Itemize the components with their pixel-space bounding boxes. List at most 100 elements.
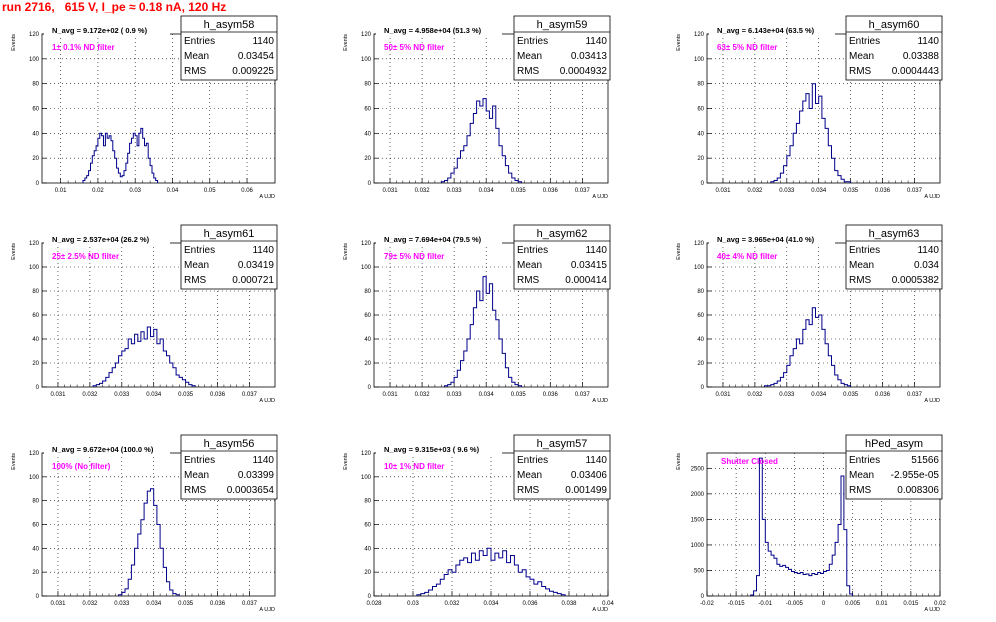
stats-value: 0.0004443 — [892, 66, 940, 77]
y-tick-label: 40 — [32, 337, 39, 343]
navg-box — [709, 24, 835, 36]
y-tick-label: 100 — [361, 57, 372, 63]
histogram-name: h_asym57 — [537, 438, 588, 450]
histogram-series — [92, 326, 196, 387]
filter-annotation: 100% (No filter) — [52, 462, 111, 471]
stats-label: Mean — [849, 51, 874, 62]
histogram-panel-h_asym63: 0.031 0.032 0.033 0.034 0.035 0.036 0.037 0 20 40… — [676, 224, 943, 404]
x-tick-label: 0.037 — [575, 188, 591, 194]
navg-label: N_avg = 3.965e+04 (41.0 %) — [717, 235, 815, 244]
navg-label: N_avg = 2.537e+04 (26.2 %) — [52, 235, 150, 244]
histogram-name: hPed_asym — [865, 438, 923, 450]
y-tick-label: 80 — [364, 289, 371, 295]
y-axis-title: Events — [11, 453, 17, 470]
x-tick-label: 0.032 — [747, 188, 763, 194]
y-tick-label: 20 — [697, 156, 704, 162]
stats-value: 0.001499 — [565, 485, 607, 496]
x-tick-label: 0.032 — [444, 601, 460, 607]
navg-box — [376, 443, 502, 455]
x-axis-title: A UJD — [259, 194, 275, 200]
y-axis-title: Events — [343, 34, 349, 51]
x-tick-label: 0.034 — [146, 601, 162, 607]
stats-value: 0.03399 — [238, 470, 275, 481]
y-tick-label: 60 — [364, 523, 371, 529]
x-tick-label: 0.04 — [167, 188, 179, 194]
y-tick-label: 120 — [29, 451, 40, 457]
x-tick-label: 0.035 — [843, 188, 859, 194]
histogram-series — [764, 307, 852, 387]
stats-label: RMS — [184, 66, 207, 77]
x-tick-label: 0.036 — [543, 188, 559, 194]
x-tick-label: 0.034 — [146, 392, 162, 398]
stats-value: 1140 — [917, 245, 939, 256]
navg-label: N_avg = 9.315e+03 ( 9.6 %) — [384, 445, 480, 454]
y-tick-label: 40 — [697, 337, 704, 343]
stats-label: Mean — [184, 51, 209, 62]
stats-label: Mean — [517, 260, 542, 271]
stats-value: 0.03406 — [571, 470, 608, 481]
y-axis-title: Events — [676, 243, 682, 260]
stats-value: 0.0003654 — [227, 485, 275, 496]
stats-value: 0.03419 — [238, 260, 275, 271]
x-tick-label: 0.037 — [575, 392, 591, 398]
x-tick-label: 0.038 — [561, 601, 577, 607]
run-title: run 2716, 615 V, I_pe ≈ 0.18 nA, 120 Hz — [2, 0, 227, 14]
y-tick-label: 100 — [694, 57, 705, 63]
y-tick-label: 120 — [29, 32, 40, 38]
stats-value: 0.03454 — [238, 51, 275, 62]
y-tick-label: 120 — [29, 241, 40, 247]
x-tick-label: 0.03 — [129, 188, 141, 194]
filter-annotation: Shutter Closed — [721, 457, 778, 466]
navg-box — [44, 233, 170, 245]
y-tick-label: 100 — [29, 265, 40, 271]
y-tick-label: 0 — [368, 385, 372, 391]
stats-value: 1140 — [585, 455, 607, 466]
stats-label: RMS — [849, 485, 872, 496]
x-tick-label: 0.037 — [242, 601, 258, 607]
histogram-series — [770, 83, 852, 183]
stats-value: 0.0004932 — [560, 66, 608, 77]
y-tick-label: 60 — [32, 107, 39, 113]
x-tick-label: -0.02 — [700, 601, 714, 607]
stats-box — [180, 15, 278, 81]
x-tick-label: 0.037 — [907, 188, 923, 194]
histogram-panel-h_asym56: 0.031 0.032 0.033 0.034 0.035 0.036 0.037 0 20 40… — [11, 434, 278, 613]
y-tick-label: 20 — [32, 361, 39, 367]
x-tick-label: 0.035 — [511, 392, 527, 398]
stats-label: RMS — [849, 275, 872, 286]
y-tick-label: 80 — [32, 82, 39, 88]
stats-value: 0.0005382 — [892, 275, 940, 286]
y-tick-label: 60 — [364, 107, 371, 113]
stats-label: RMS — [184, 485, 207, 496]
y-tick-label: 120 — [361, 241, 372, 247]
y-tick-label: 20 — [364, 156, 371, 162]
y-tick-label: 0 — [36, 385, 40, 391]
y-tick-label: 80 — [364, 499, 371, 505]
stats-value: 0.000414 — [565, 275, 607, 286]
stats-label: RMS — [517, 485, 540, 496]
x-axis-title: A UJD — [259, 607, 275, 613]
y-tick-label: 100 — [361, 475, 372, 481]
x-tick-label: 0.005 — [845, 601, 861, 607]
navg-label: N_avg = 9.172e+02 ( 0.9 %) — [52, 26, 148, 35]
x-tick-label: -0.01 — [758, 601, 772, 607]
x-tick-label: 0.015 — [903, 601, 919, 607]
x-axis-title: A UJD — [592, 607, 608, 613]
stats-value: -2.955e-05 — [891, 470, 940, 481]
stats-label: RMS — [184, 275, 207, 286]
y-tick-label: 2500 — [691, 466, 705, 472]
x-tick-label: 0.036 — [875, 392, 891, 398]
histogram-series — [416, 547, 566, 596]
x-tick-label: 0.034 — [811, 392, 827, 398]
stats-box — [513, 434, 611, 500]
x-axis-title: A UJD — [592, 398, 608, 404]
y-tick-label: 100 — [694, 265, 705, 271]
histogram-panel-h_asym58: 0.01 0.02 0.03 0.04 0.05 0.06 0 20 40 60 80 100 120 E… — [11, 15, 278, 200]
x-tick-label: 0.031 — [715, 392, 731, 398]
y-tick-label: 1000 — [691, 543, 705, 549]
y-tick-label: 40 — [697, 131, 704, 137]
y-tick-label: 0 — [701, 594, 705, 600]
y-tick-label: 60 — [364, 313, 371, 319]
x-tick-label: 0.031 — [383, 392, 399, 398]
histogram-name: h_asym56 — [204, 438, 255, 450]
